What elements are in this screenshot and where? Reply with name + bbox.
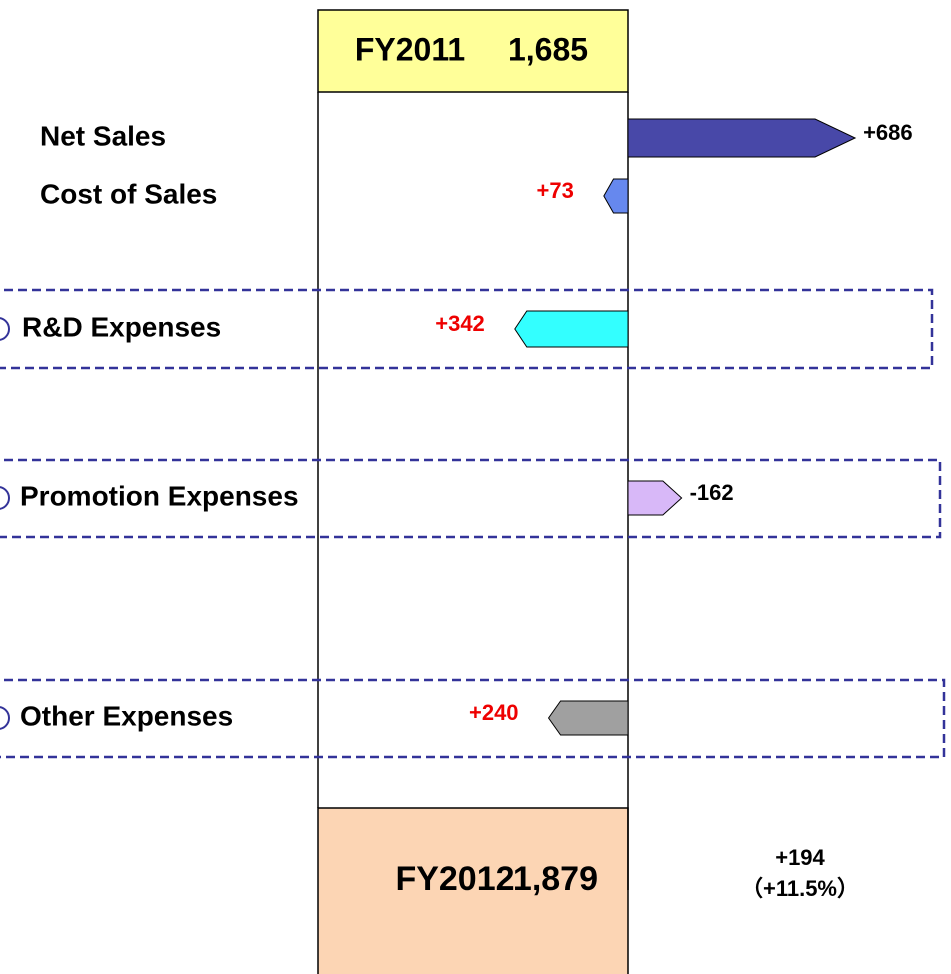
group-marker [0, 706, 10, 730]
bar [547, 700, 629, 736]
end-box [317, 807, 629, 974]
value-label: +686 [863, 120, 913, 145]
value-label: +240 [469, 700, 519, 725]
start-box [317, 9, 629, 93]
category-label: R&D Expenses [22, 311, 221, 342]
value-label: -162 [690, 480, 734, 505]
bar [627, 118, 857, 158]
category-label: Other Expenses [20, 700, 233, 731]
start-value: 1,685 [508, 31, 588, 67]
bar [603, 178, 629, 214]
group-box [0, 458, 942, 539]
group-marker [0, 486, 10, 510]
category-label: Promotion Expenses [20, 480, 299, 511]
end-value: 1,879 [513, 860, 598, 898]
end-label: FY2012 [395, 860, 514, 898]
group-box [0, 288, 934, 370]
value-label: +73 [537, 178, 574, 203]
value-label: +342 [435, 311, 485, 336]
bar [514, 310, 629, 348]
category-label: Net Sales [40, 120, 166, 151]
group-marker [0, 317, 10, 341]
bar [627, 480, 683, 516]
category-label: Cost of Sales [40, 178, 217, 209]
change-value: +194 [775, 845, 825, 870]
change-percent: （+11.5%） [741, 876, 859, 901]
start-label: FY2011 [355, 31, 465, 67]
group-box [0, 678, 946, 759]
